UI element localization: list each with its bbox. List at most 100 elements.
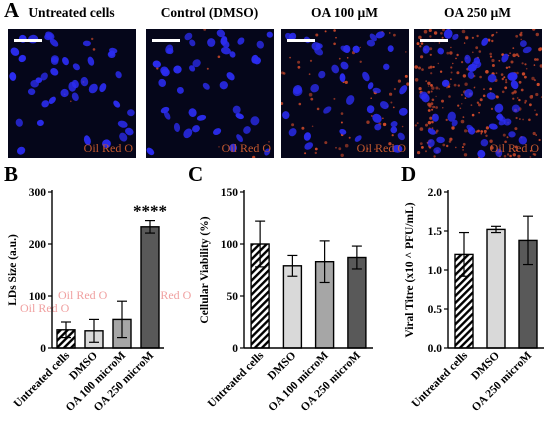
lipid-droplet xyxy=(429,53,432,56)
lipid-droplet xyxy=(485,70,489,74)
lipid-droplet xyxy=(435,95,437,98)
lipid-droplet xyxy=(430,84,433,87)
lipid-droplet xyxy=(535,134,537,136)
nucleus xyxy=(507,72,518,81)
nucleus xyxy=(372,113,382,123)
nucleus xyxy=(196,114,207,121)
lipid-droplet xyxy=(491,58,495,63)
lipid-droplet xyxy=(304,152,307,155)
category-label: OA 250 microM xyxy=(470,350,534,414)
lipid-droplet xyxy=(495,95,498,98)
lipid-droplet xyxy=(449,83,451,85)
nucleus xyxy=(71,92,79,102)
category-label: Untreated cells xyxy=(206,349,267,410)
lipid-droplet xyxy=(538,47,542,52)
nucleus xyxy=(48,96,56,104)
lipid-droplet xyxy=(335,146,337,149)
lipid-droplet xyxy=(492,33,495,36)
lipid-droplet xyxy=(489,55,493,58)
lipid-droplet xyxy=(502,133,506,137)
lipid-droplet xyxy=(419,142,423,145)
y-tick-label: 150 xyxy=(221,187,239,199)
nucleus xyxy=(452,33,459,40)
lipid-droplet xyxy=(473,87,475,89)
nucleus xyxy=(236,134,244,143)
micrograph-oa250: Oil Red O xyxy=(414,29,542,158)
nucleus xyxy=(501,53,509,63)
lipid-droplet xyxy=(462,116,465,118)
lipid-droplet xyxy=(431,120,434,124)
nucleus xyxy=(339,128,347,135)
lipid-droplet xyxy=(455,57,457,60)
lipid-droplet xyxy=(519,118,521,120)
lipid-droplet xyxy=(427,85,430,87)
lipid-droplet xyxy=(538,138,541,142)
lipid-droplet xyxy=(442,29,445,32)
micrograph-title-untreated: Untreated cells xyxy=(28,5,115,20)
lipid-droplet xyxy=(391,134,394,137)
lipid-droplet xyxy=(535,32,539,37)
lipid-droplet xyxy=(461,61,464,64)
lipid-droplet xyxy=(405,51,407,53)
nucleus xyxy=(221,40,230,48)
lipid-droplet xyxy=(281,102,284,105)
lipid-droplet xyxy=(489,139,493,143)
lipid-droplet xyxy=(428,104,432,108)
lipid-droplet xyxy=(448,95,451,98)
y-tick-label: 0.5 xyxy=(428,304,443,316)
lipid-droplet xyxy=(506,153,510,156)
nucleus xyxy=(202,82,210,90)
lipid-droplet xyxy=(505,79,508,81)
nucleus xyxy=(68,81,77,92)
category-label: OA 250 microM xyxy=(299,350,363,414)
nucleus xyxy=(87,56,95,66)
lipid-droplet xyxy=(470,104,473,106)
lipid-droplet xyxy=(476,101,480,104)
y-tick-label: 2.0 xyxy=(428,187,443,199)
lipid-droplet xyxy=(451,126,455,130)
lipid-droplet xyxy=(419,45,422,48)
lipid-droplet xyxy=(389,32,391,34)
lipid-droplet xyxy=(478,50,482,53)
nucleus xyxy=(293,85,302,95)
lipid-droplet xyxy=(404,74,408,78)
nucleus xyxy=(229,51,236,58)
scale-bar xyxy=(14,39,42,42)
nucleus xyxy=(519,40,527,47)
lipid-droplet xyxy=(429,116,433,120)
lipid-droplet xyxy=(535,92,539,97)
lipid-droplet xyxy=(252,155,256,158)
nucleus xyxy=(314,47,324,56)
lipid-droplet xyxy=(489,87,492,91)
nucleus xyxy=(522,46,532,54)
nucleus xyxy=(467,63,477,72)
lipid-droplet xyxy=(340,153,344,157)
lipid-droplet xyxy=(495,31,498,34)
lipid-droplet xyxy=(516,71,519,75)
nucleus xyxy=(88,83,98,94)
nucleus xyxy=(437,47,444,55)
lipid-droplet xyxy=(418,35,422,40)
nucleus xyxy=(264,148,271,156)
lipid-droplet xyxy=(344,143,349,148)
lipid-droplet xyxy=(501,77,504,81)
lipid-droplet xyxy=(418,66,421,70)
lipid-droplet xyxy=(460,119,465,124)
lipid-droplet xyxy=(528,118,531,122)
nucleus xyxy=(304,142,314,150)
lipid-droplet xyxy=(301,126,305,130)
lipid-droplet xyxy=(359,60,362,63)
nucleus xyxy=(27,88,36,96)
lipid-droplet xyxy=(393,87,396,91)
lipid-droplet xyxy=(464,97,467,99)
lipid-droplet xyxy=(453,83,457,87)
lipid-droplet xyxy=(491,64,495,67)
nucleus xyxy=(464,54,471,64)
nucleus xyxy=(113,100,121,108)
lipid-droplet xyxy=(524,75,527,79)
lipid-droplet xyxy=(218,146,220,148)
lipid-droplet xyxy=(308,92,313,97)
lipid-droplet xyxy=(506,136,509,139)
nucleus xyxy=(250,116,260,126)
